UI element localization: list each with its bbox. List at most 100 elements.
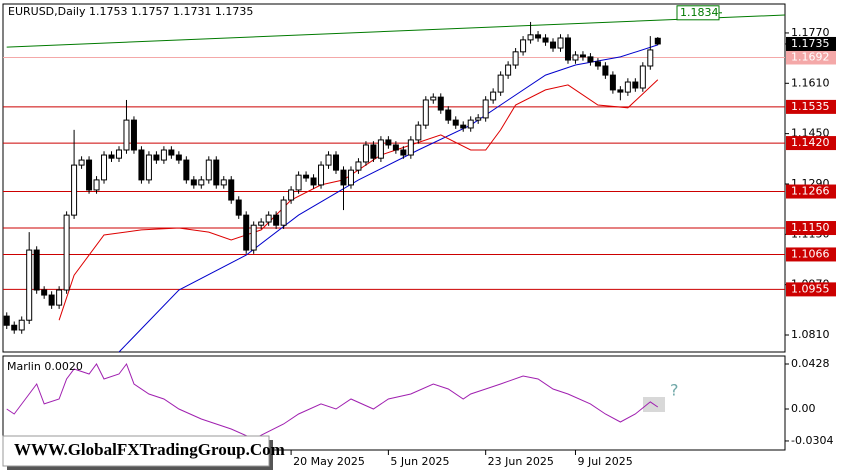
candle-body (250, 224, 257, 251)
candle-body (624, 81, 631, 93)
main-panel (2, 3, 786, 353)
candle-body (303, 174, 310, 179)
watermark-box (2, 435, 270, 467)
candle-body (385, 139, 392, 146)
oscillator-title: Marlin 0.0020 (7, 360, 83, 373)
candle-body (115, 149, 122, 159)
candle-body (587, 56, 594, 63)
candle-body (190, 179, 197, 186)
candle-body (11, 324, 18, 331)
line-series (6, 362, 659, 440)
candle-body (377, 139, 384, 159)
candle-body (71, 164, 78, 216)
candle-body (213, 159, 220, 186)
plot-layer: 1.17701.16101.14501.12901.11301.09701.08… (3, 5, 836, 468)
candle-body (355, 161, 362, 171)
candle-body (579, 54, 586, 58)
candle-body (175, 154, 182, 161)
level-label-box (786, 136, 836, 151)
candle-body (347, 169, 354, 186)
candle-body (145, 154, 152, 181)
candle-body (392, 144, 399, 151)
level-label: 1.1266 (791, 185, 830, 198)
candle-body (318, 164, 325, 186)
candle-body (415, 124, 422, 141)
candle-body (460, 124, 467, 129)
oscillator-panel (2, 355, 786, 451)
candle-body (452, 119, 459, 126)
candle-body (123, 119, 130, 151)
level-label: 1.1066 (791, 247, 830, 260)
candle-body (512, 51, 519, 66)
candle-body (632, 81, 639, 89)
trend-label: 1.1834 (680, 6, 719, 19)
candle-body (205, 159, 212, 181)
chart-title: EURUSD,Daily 1.1753 1.1757 1.1731 1.1735 (8, 5, 253, 18)
candle-body (41, 289, 48, 296)
candle-body (654, 37, 661, 45)
y-tick-label: 0.00 (791, 402, 816, 415)
y-tick-label: 0.0428 (791, 357, 830, 370)
candle-body (527, 34, 534, 41)
candle-body (557, 37, 564, 49)
candle-body (430, 96, 437, 101)
candle-body (56, 289, 63, 306)
candle-body (63, 214, 70, 291)
candle-body (258, 221, 265, 226)
candle-body (422, 99, 429, 126)
candle-body (295, 174, 302, 191)
y-tick-label: 1.1610 (791, 76, 830, 89)
candle-body (639, 65, 646, 89)
level-label-box (786, 184, 836, 199)
candle-body (550, 41, 557, 49)
candle-body (243, 214, 250, 251)
level-label: 1.1535 (791, 100, 830, 113)
candle-body (333, 154, 340, 171)
candle-body (542, 37, 549, 43)
candle-body (445, 109, 452, 121)
candle-body (220, 179, 227, 186)
candle-body (48, 294, 55, 306)
last-price-label-box (786, 36, 836, 51)
x-tick-label: 5 Jun 2025 (390, 455, 449, 468)
candle-body (280, 199, 287, 226)
last-price-label: 1.1735 (791, 37, 830, 50)
y-tick-label: 1.0810 (791, 328, 830, 341)
candle-body (602, 65, 609, 76)
candle-body (93, 179, 100, 191)
price-line-label-box (786, 50, 836, 65)
level-label-box (786, 247, 836, 262)
candle-body (3, 315, 10, 326)
y-tick-label: -0.0304 (791, 434, 833, 447)
candle-body (520, 39, 527, 53)
candle-body (475, 117, 482, 121)
candle-body (108, 154, 115, 159)
candle-body (407, 139, 414, 156)
level-label: 1.1150 (791, 221, 830, 234)
candle-body (505, 64, 512, 76)
line-series (118, 44, 658, 353)
candle-body (594, 61, 601, 67)
candle-body (535, 34, 542, 39)
line-series (6, 14, 786, 48)
candle-body (490, 91, 497, 101)
candle-body (235, 199, 242, 216)
candle-body (228, 179, 235, 201)
candle-body (273, 214, 280, 226)
candle-body (101, 154, 108, 181)
candle-body (572, 54, 579, 61)
candle-body (564, 37, 571, 61)
candle-body (265, 214, 272, 223)
level-label-box (786, 282, 836, 297)
candle-body (482, 99, 489, 119)
y-tick-label: 1.1770 (791, 26, 830, 39)
candle-body (497, 74, 504, 93)
candle-body (153, 154, 160, 161)
x-tick-label: 23 Jun 2025 (488, 455, 554, 468)
candle-body (437, 96, 444, 111)
level-label: 1.0955 (791, 282, 830, 295)
candle-body (370, 144, 377, 159)
level-label: 1.1420 (791, 136, 830, 149)
candle-body (310, 177, 317, 186)
